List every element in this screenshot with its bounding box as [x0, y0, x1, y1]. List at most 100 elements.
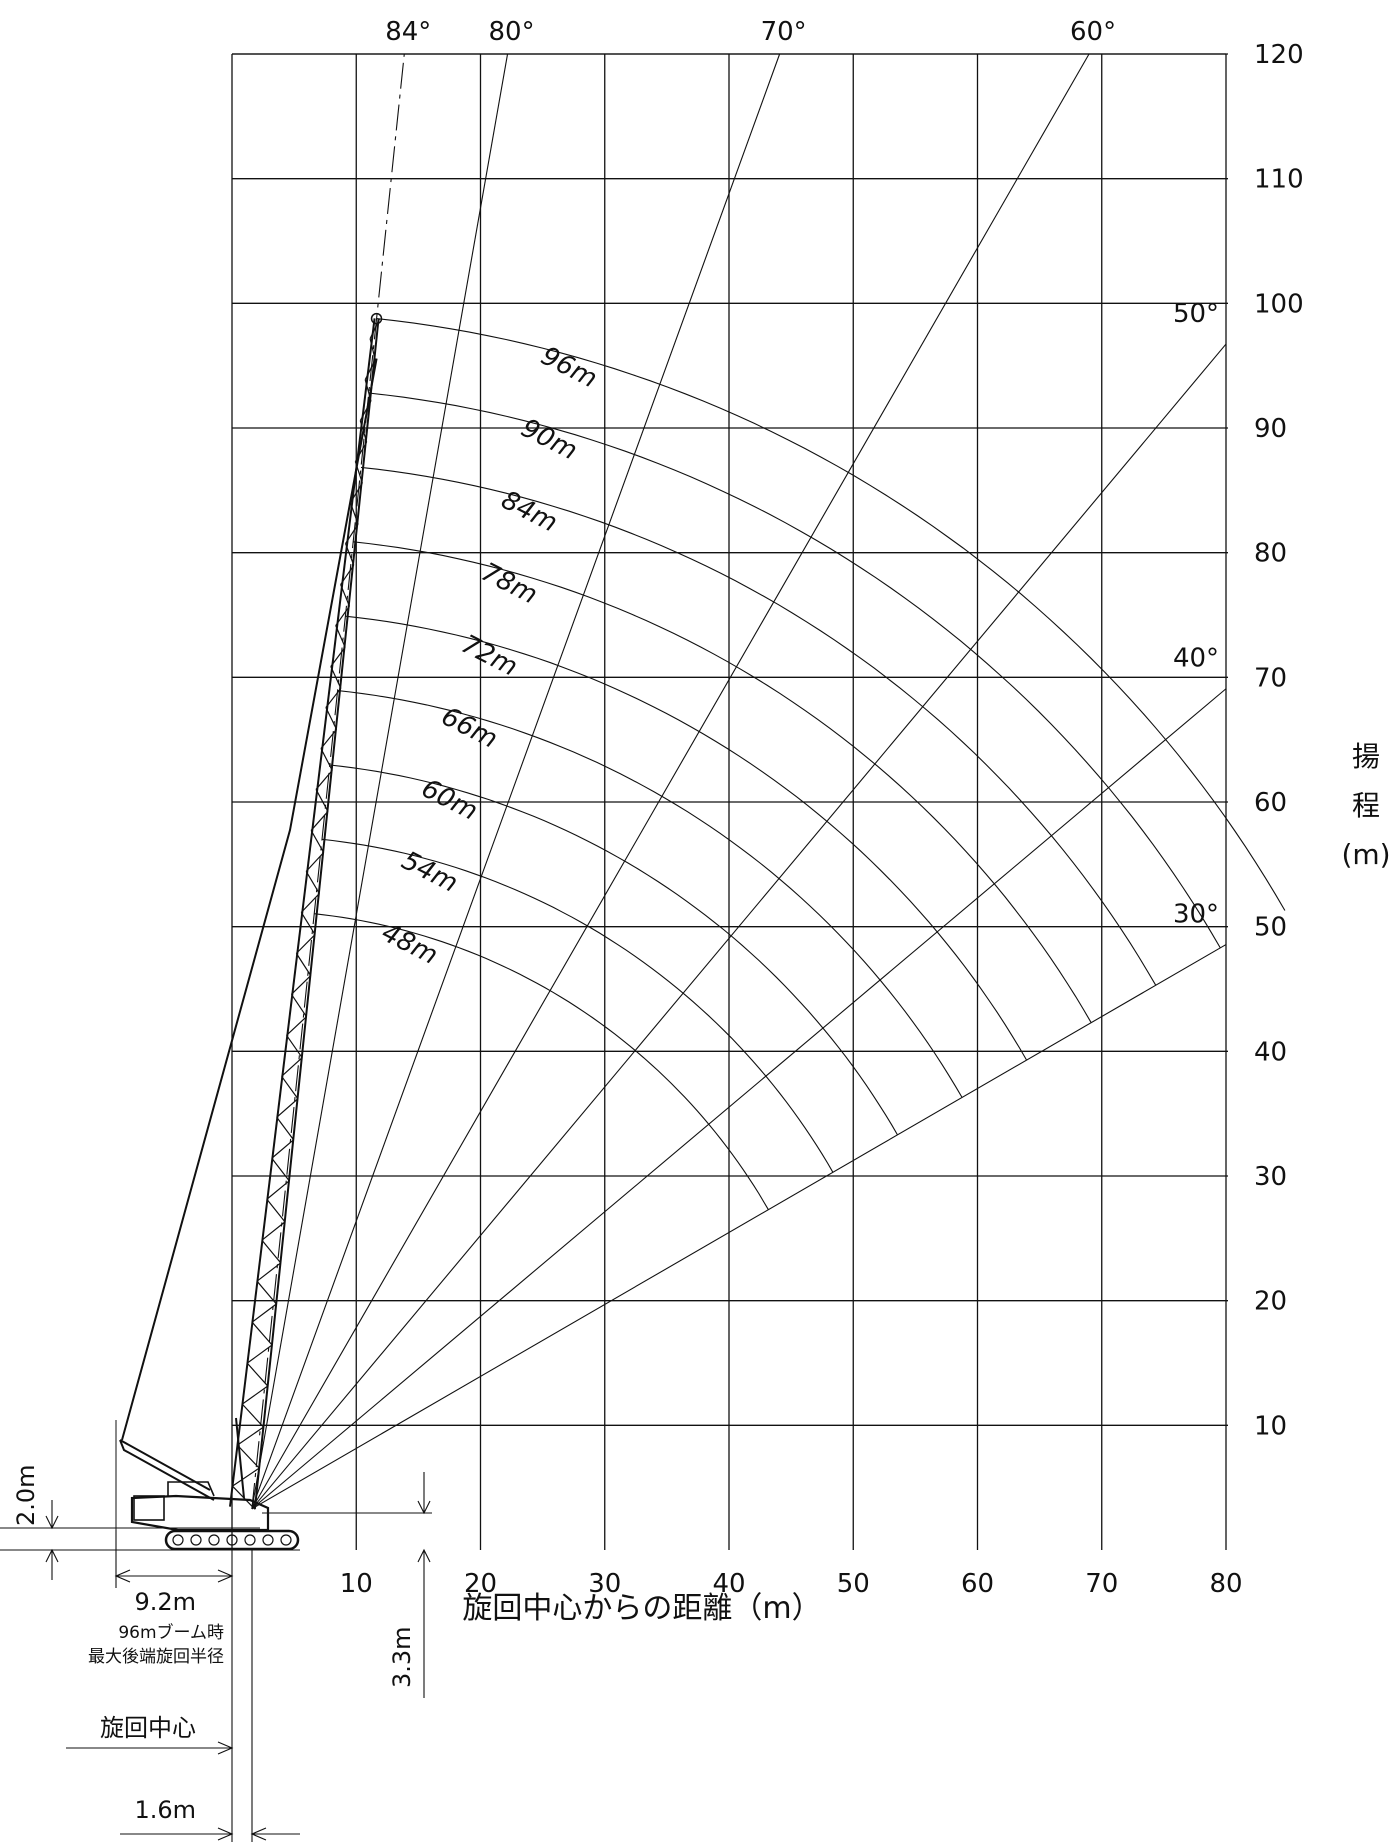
- boom-lacing: [349, 502, 359, 525]
- y-axis-label-1: 揚: [1352, 740, 1380, 773]
- x-tick-30: 30: [588, 1569, 621, 1599]
- angle-label-50: 50°: [1173, 299, 1219, 329]
- boom-lacing: [320, 748, 333, 771]
- angle-labels: 84° 80° 70° 60° 50° 40° 30°: [385, 17, 1219, 930]
- y-tick-90: 90: [1254, 414, 1287, 444]
- gantry: [119, 1417, 245, 1501]
- boom-lacing: [295, 953, 312, 976]
- boom-lacing: [315, 789, 329, 812]
- boom-lacing: [295, 934, 316, 954]
- boom-lacing: [246, 1362, 269, 1387]
- y-tick-60: 60: [1254, 788, 1287, 818]
- y-axis-label-3: (m): [1341, 838, 1390, 871]
- boom-lacing: [320, 728, 338, 749]
- boom-lacing: [286, 1034, 303, 1059]
- angle-line-30: [251, 944, 1227, 1510]
- boom-lacing: [290, 994, 307, 1017]
- boom-lacing: [300, 893, 320, 913]
- y-tick-100: 100: [1254, 289, 1304, 319]
- boom-lacing: [340, 584, 351, 607]
- pivot-height-label: 2.0m: [12, 1464, 40, 1526]
- boom-arc-60: [329, 764, 898, 1136]
- x-tick-50: 50: [837, 1569, 870, 1599]
- boom-lacing: [266, 1198, 286, 1223]
- boom-foot-height-label: 3.3m: [388, 1626, 416, 1688]
- boom-lacing: [281, 1057, 303, 1077]
- boom-lacing: [330, 646, 346, 667]
- boom-lacing: [369, 338, 376, 361]
- boom-lacing: [241, 1385, 269, 1405]
- x-tick-70: 70: [1085, 1569, 1118, 1599]
- boom-arc-78: [353, 541, 1092, 1023]
- pendant-line: [121, 358, 378, 1441]
- boom-arcs: [314, 318, 1286, 1210]
- center-label: 旋回中心: [100, 1714, 196, 1742]
- angle-line-60: [251, 53, 1090, 1510]
- angle-label-30: 30°: [1173, 900, 1219, 930]
- boom-lacing: [325, 687, 342, 708]
- track-wheels: [172, 1534, 292, 1546]
- boom-lacing: [325, 707, 338, 730]
- boom-tip-sheave: [370, 312, 383, 325]
- boom-arc-54: [321, 838, 834, 1173]
- x-tick-60: 60: [961, 1569, 994, 1599]
- y-tick-20: 20: [1254, 1287, 1287, 1317]
- y-tick-labels: 10 20 30 40 50 60 70 80 90 100 110 120: [1254, 40, 1304, 1441]
- boom-lacing: [261, 1221, 286, 1241]
- boom-arc-90: [368, 392, 1221, 949]
- angle-line-70: [251, 53, 781, 1510]
- boom-arc-label-60: 60m: [417, 774, 483, 827]
- boom-lattice: [121, 312, 383, 1510]
- boom-arc-label-72: 72m: [456, 629, 522, 682]
- boom-lacing: [261, 1239, 282, 1264]
- x-axis-label: 旋回中心からの距離（m）: [462, 1591, 821, 1626]
- boom-lacing: [354, 441, 368, 462]
- angle-line-50: [251, 343, 1227, 1510]
- y-tick-30: 30: [1254, 1162, 1287, 1192]
- boom-arc-72: [345, 615, 1028, 1061]
- boom-length-labels: 96m 90m 84m 78m 72m 66m 60m 54m 48m: [377, 341, 602, 971]
- grid: [231, 53, 1228, 1550]
- tail-note-line1: 96mブーム時: [118, 1622, 224, 1643]
- boom-lacing: [276, 1116, 295, 1141]
- boom-lacing: [340, 564, 355, 585]
- boom-lacing: [256, 1280, 277, 1305]
- angle-lines: [251, 53, 1227, 1510]
- boom-lacing: [330, 666, 342, 689]
- y-tick-40: 40: [1254, 1037, 1287, 1067]
- x-tick-labels: 10 20 30 40 50 60 70 80: [340, 1569, 1243, 1599]
- boom-lacing: [315, 770, 333, 790]
- boom-lacing: [281, 1075, 299, 1100]
- boom-chord-b: [229, 318, 376, 1507]
- angle-line-80: [251, 53, 509, 1509]
- x-tick-10: 10: [340, 1569, 373, 1599]
- boom-lacing: [271, 1157, 290, 1182]
- boom-lacing: [276, 1098, 299, 1118]
- cab: [167, 1481, 215, 1497]
- boom-lacing: [300, 912, 316, 935]
- y-tick-70: 70: [1254, 663, 1287, 693]
- boom-lacing: [266, 1180, 290, 1200]
- center-offset-label: 1.6m: [134, 1796, 196, 1824]
- angle-label-70: 70°: [761, 17, 807, 47]
- boom-arc-48: [314, 913, 769, 1210]
- y-tick-50: 50: [1254, 913, 1287, 943]
- crane-illustration: [115, 1417, 300, 1551]
- boom-lacing: [232, 1485, 256, 1510]
- y-tick-10: 10: [1254, 1411, 1287, 1441]
- boom-lacing: [310, 830, 325, 853]
- boom-arc-label-48: 48m: [377, 918, 443, 971]
- counterweight: [133, 1495, 165, 1521]
- boom-lacing: [335, 605, 350, 626]
- boom-lacing: [310, 811, 329, 831]
- boom-arc-66: [337, 690, 963, 1098]
- boom-arc-label-78: 78m: [476, 557, 542, 610]
- y-axis-label-2: 程: [1352, 789, 1380, 822]
- boom-lacing: [286, 1016, 307, 1036]
- boom-lacing: [241, 1403, 264, 1428]
- boom-lacing: [305, 852, 325, 872]
- boom-lacing: [271, 1139, 294, 1159]
- boom-lacing: [291, 975, 312, 995]
- angle-line-84: [251, 53, 405, 1509]
- y-tick-120: 120: [1254, 40, 1304, 70]
